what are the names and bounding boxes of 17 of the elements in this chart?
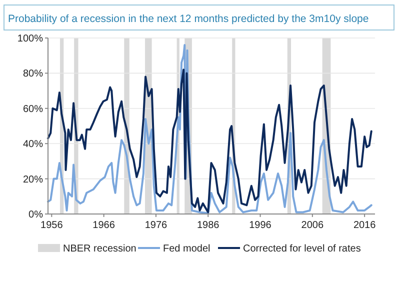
x-tick-label: 1996 — [249, 220, 272, 231]
x-tick-label: 1966 — [92, 220, 116, 231]
x-tick-label: 1986 — [196, 220, 220, 231]
y-tick-label: 80% — [22, 68, 44, 80]
x-tick-label: 2006 — [301, 220, 324, 231]
y-tick-label: 100% — [17, 34, 44, 44]
x-tick-label: 1976 — [144, 220, 168, 231]
x-tick-label: 2016 — [353, 220, 376, 231]
chart-title: Probability of a recession in the next 12 months predicted by the 3m10y slope — [8, 13, 369, 25]
y-tick-label: 40% — [22, 139, 44, 150]
legend-label: Fed model — [163, 244, 210, 254]
y-tick-label: 0% — [28, 210, 44, 220]
legend-label: NBER recession — [63, 244, 136, 254]
x-tick-label: 1956 — [40, 220, 64, 231]
y-tick-label: 20% — [22, 174, 44, 186]
legend-label: Corrected for level of rates — [243, 244, 361, 254]
y-tick-label: 60% — [22, 104, 44, 115]
